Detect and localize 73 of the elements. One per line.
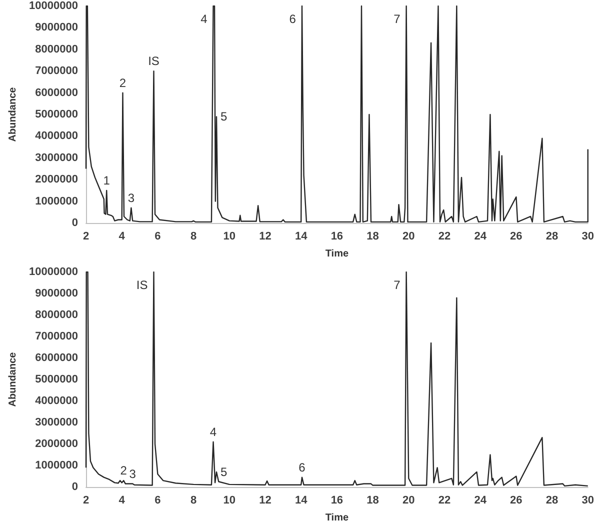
x-tick-label: 14 bbox=[294, 494, 308, 506]
annotation: 4 bbox=[210, 424, 217, 439]
annotation: 2 bbox=[119, 76, 126, 90]
annotation: 6 bbox=[289, 12, 296, 26]
y-tick-label: 8000000 bbox=[35, 309, 78, 321]
x-tick-label: 12 bbox=[259, 494, 272, 506]
y-tick-label: 5000000 bbox=[35, 108, 78, 120]
annotation: 3 bbox=[128, 190, 135, 205]
y-tick-label: 2000000 bbox=[35, 438, 78, 450]
y-tick-label: 8000000 bbox=[35, 43, 78, 56]
x-tick-label: 4 bbox=[118, 494, 126, 506]
y-tick-label: 5000000 bbox=[35, 374, 78, 386]
y-axis-title: Abundance bbox=[8, 352, 18, 407]
y-tick-label: 7000000 bbox=[35, 65, 78, 78]
x-tick-label: 4 bbox=[118, 230, 126, 242]
x-tick-label: 26 bbox=[510, 230, 522, 242]
y-tick-label: 4000000 bbox=[35, 130, 78, 142]
y-tick-label: 9000000 bbox=[35, 22, 78, 34]
x-tick-label: 2 bbox=[82, 230, 90, 242]
y-tick-label: 1000000 bbox=[35, 195, 78, 208]
annotation: IS bbox=[136, 278, 148, 292]
annotation: 6 bbox=[298, 460, 306, 474]
y-tick-label: 6000000 bbox=[35, 86, 78, 99]
y-tick-label: 3000000 bbox=[35, 416, 78, 428]
x-axis-title: Time bbox=[325, 248, 349, 260]
annotation: IS bbox=[148, 54, 160, 68]
x-tick-label: 16 bbox=[330, 230, 344, 242]
y-tick-label: 4000000 bbox=[35, 395, 78, 407]
y-tick-label: 10000000 bbox=[29, 266, 78, 278]
x-tick-label: 10 bbox=[223, 230, 236, 242]
y-tick-label: 6000000 bbox=[35, 352, 78, 364]
x-axis-title: Time bbox=[325, 512, 349, 524]
annotation: 3 bbox=[129, 466, 136, 481]
x-tick-label: 26 bbox=[510, 494, 522, 506]
x-tick-label: 28 bbox=[546, 494, 558, 506]
y-tick-label: 3000000 bbox=[35, 152, 78, 164]
x-tick-label: 8 bbox=[190, 494, 197, 506]
x-tick-label: 10 bbox=[223, 494, 236, 506]
y-tick-label: 0 bbox=[72, 481, 78, 493]
x-tick-label: 24 bbox=[474, 494, 488, 506]
x-tick-label: 18 bbox=[366, 230, 379, 242]
x-tick-label: 20 bbox=[402, 494, 415, 506]
y-tick-label: 1000000 bbox=[35, 460, 78, 472]
x-tick-label: 6 bbox=[154, 230, 161, 242]
x-tick-label: 30 bbox=[582, 494, 594, 506]
x-tick-label: 20 bbox=[402, 230, 415, 242]
x-tick-label: 12 bbox=[259, 230, 272, 242]
x-tick-label: 6 bbox=[154, 494, 161, 506]
x-tick-label: 14 bbox=[294, 230, 308, 242]
y-tick-label: 7000000 bbox=[35, 330, 78, 342]
x-tick-label: 2 bbox=[82, 494, 90, 506]
line-series bbox=[85, 271, 588, 487]
x-tick-label: 24 bbox=[474, 230, 488, 242]
x-tick-label: 8 bbox=[190, 230, 197, 242]
y-axis-title: Abundance bbox=[8, 86, 18, 142]
annotation: 1 bbox=[103, 173, 110, 188]
x-tick-label: 18 bbox=[366, 494, 379, 506]
annotation: 2 bbox=[120, 464, 128, 478]
x-tick-label: 30 bbox=[582, 230, 594, 242]
y-tick-label: 9000000 bbox=[35, 288, 78, 300]
annotation: 5 bbox=[220, 110, 228, 124]
line-series bbox=[85, 5, 588, 223]
annotation: 4 bbox=[200, 12, 208, 26]
y-tick-label: 2000000 bbox=[35, 174, 78, 186]
x-tick-label: 28 bbox=[546, 230, 558, 242]
y-tick-label: 0 bbox=[72, 217, 78, 229]
x-tick-label: 22 bbox=[438, 494, 451, 506]
annotation: 7 bbox=[394, 12, 401, 26]
x-tick-label: 22 bbox=[438, 230, 451, 242]
annotation: 7 bbox=[394, 278, 401, 292]
x-tick-label: 16 bbox=[330, 494, 344, 506]
y-tick-label: 10000000 bbox=[29, 0, 78, 12]
annotation: 5 bbox=[220, 464, 228, 479]
